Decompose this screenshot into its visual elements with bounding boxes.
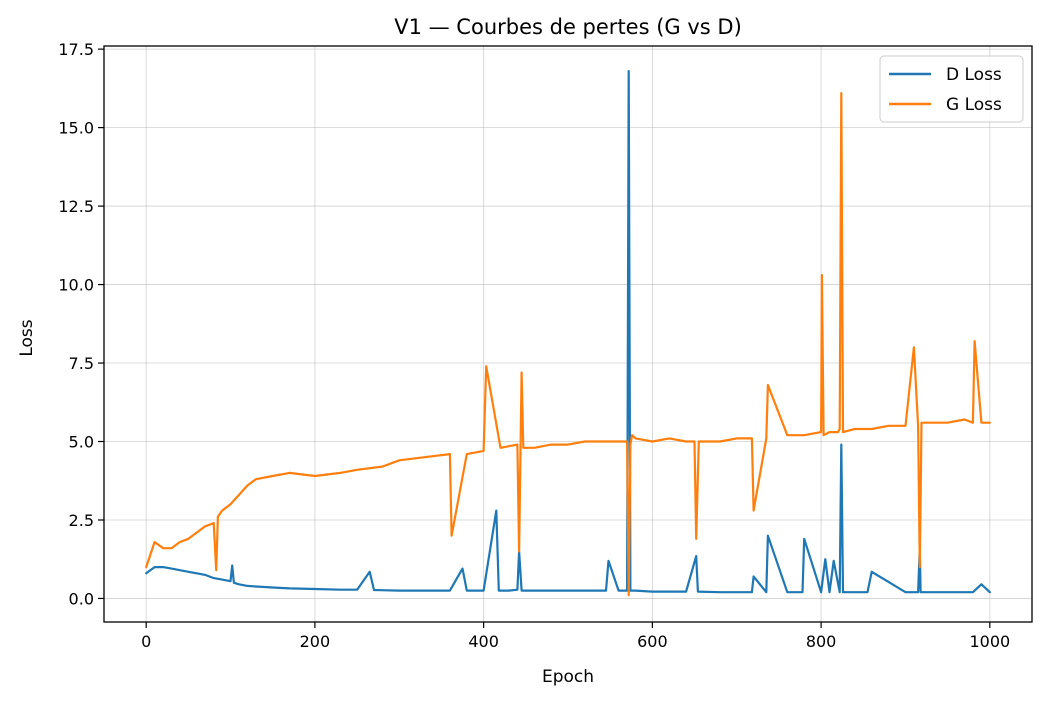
series-line-g-loss [145, 92, 991, 597]
y-tick-label: 15.0 [58, 119, 94, 138]
x-tick-label: 600 [637, 632, 668, 651]
series-line-d-loss [145, 70, 991, 594]
grid [104, 46, 1032, 622]
y-tick-label: 12.5 [58, 197, 94, 216]
y-tick-label: 10.0 [58, 276, 94, 295]
series-layer [145, 70, 991, 597]
legend: D Loss G Loss [879, 55, 1024, 123]
x-tick-label: 200 [300, 632, 331, 651]
x-tick-label: 800 [806, 632, 837, 651]
legend-label-d-loss: D Loss [946, 65, 1002, 85]
x-tick-label: 1000 [969, 632, 1010, 651]
y-axis-label: Loss [17, 319, 37, 356]
ticks: 0 200 400 600 800 1000 0.0 2.5 5.0 7.5 10.0 12.5 15.… [58, 40, 1010, 651]
x-axis-label: Epoch [542, 667, 594, 687]
x-tick-label: 0 [141, 632, 151, 651]
y-tick-label: 7.5 [69, 354, 94, 373]
y-tick-label: 5.0 [69, 433, 94, 452]
plot-frame [103, 45, 1033, 623]
legend-label-g-loss: G Loss [946, 95, 1002, 115]
y-tick-label: 2.5 [69, 511, 94, 530]
y-tick-label: 0.0 [69, 589, 94, 608]
y-tick-label: 17.5 [58, 40, 94, 59]
x-tick-label: 400 [468, 632, 499, 651]
chart-title: V1 — Courbes de pertes (G vs D) [394, 15, 742, 39]
legend-box [879, 55, 1024, 123]
